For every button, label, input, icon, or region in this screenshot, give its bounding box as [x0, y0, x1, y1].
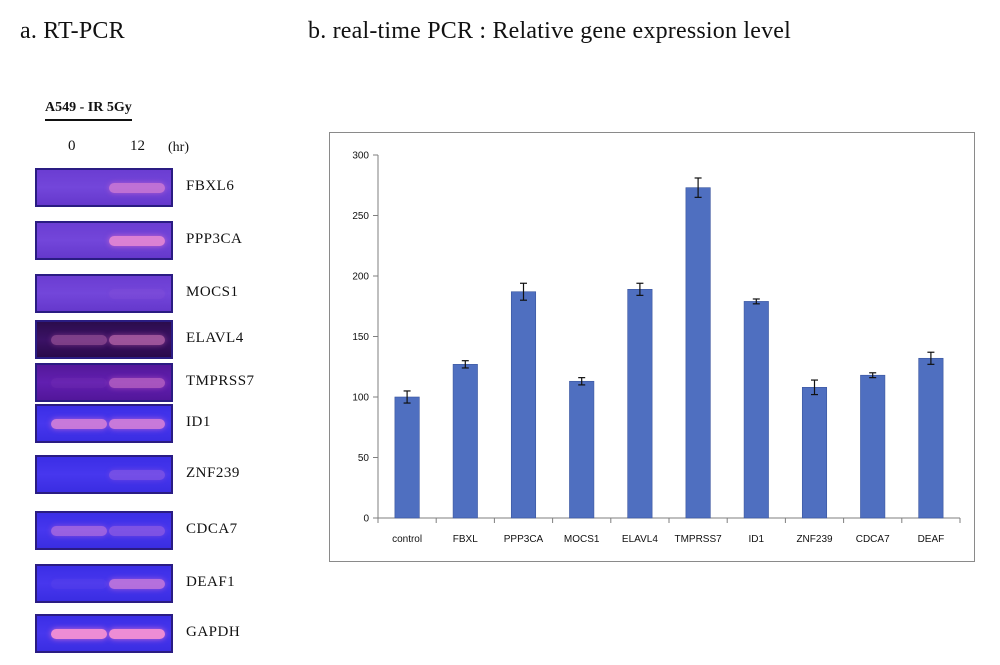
sample-label: A549 - IR 5Gy [45, 100, 132, 121]
gel-strip-gapdh [35, 614, 173, 653]
gel-band-12h [109, 526, 165, 536]
y-tick-label: 100 [352, 393, 369, 404]
gene-label-ppp3ca: PPP3CA [186, 231, 242, 248]
bar-deaf [919, 358, 943, 518]
gene-label-mocs1: MOCS1 [186, 284, 239, 301]
gel-strip-elavl4 [35, 320, 173, 359]
bar-chart-frame: 0 50 100 150 200 250 300 control FBXL PPP3CA MOCS1… [329, 132, 975, 562]
gene-label-fbxl6: FBXL6 [186, 178, 234, 195]
x-tick-label: TMPRSS7 [674, 534, 722, 545]
gel-band-12h [109, 470, 165, 480]
x-tick-label: PPP3CA [504, 534, 544, 545]
gel-band-0h [51, 335, 107, 345]
gel-band-12h [109, 236, 165, 246]
gel-band-12h [109, 335, 165, 345]
y-tick-label: 200 [352, 272, 369, 283]
y-tick-label: 0 [363, 514, 369, 525]
gel-band-0h [51, 470, 107, 480]
gel-band-12h [109, 629, 165, 639]
gene-label-gapdh: GAPDH [186, 624, 240, 641]
gel-band-12h [109, 579, 165, 589]
gel-strip-fbxl6 [35, 168, 173, 207]
gel-band-0h [51, 183, 107, 193]
gel-strip-ppp3ca [35, 221, 173, 260]
gel-strip-tmprss7 [35, 363, 173, 402]
gel-band-12h [109, 183, 165, 193]
bar-control [395, 397, 419, 518]
gel-band-0h [51, 526, 107, 536]
gel-band-12h [109, 378, 165, 388]
gel-band-12h [109, 289, 165, 299]
gene-label-deaf1: DEAF1 [186, 574, 235, 591]
bar-chart: 0 50 100 150 200 250 300 control FBXL PPP3CA MOCS1… [330, 133, 974, 561]
gel-strip-id1 [35, 404, 173, 443]
gel-strip-cdca7 [35, 511, 173, 550]
bar-id1 [744, 301, 768, 518]
y-tick-label: 50 [358, 453, 370, 464]
gene-label-elavl4: ELAVL4 [186, 330, 244, 347]
gene-label-tmprss7: TMPRSS7 [186, 373, 255, 390]
x-tick-label: DEAF [918, 534, 945, 545]
gel-band-0h [51, 629, 107, 639]
gel-strip-mocs1 [35, 274, 173, 313]
x-tick-label: ELAVL4 [622, 534, 658, 545]
gel-band-0h [51, 236, 107, 246]
x-tick-label: CDCA7 [856, 534, 890, 545]
bar-cdca7 [860, 375, 884, 518]
bar-ppp3ca [511, 292, 535, 518]
bar-fbxl [453, 364, 477, 518]
gel-band-0h [51, 579, 107, 589]
x-tick-label: ZNF239 [796, 534, 833, 545]
gene-label-znf239: ZNF239 [186, 465, 240, 482]
bar-elavl4 [628, 289, 652, 518]
time-point-12: 12 [130, 138, 145, 155]
gel-band-12h [109, 419, 165, 429]
bar-tmprss7 [686, 188, 710, 518]
y-tick-label: 300 [352, 151, 369, 162]
y-tick-label: 150 [352, 332, 369, 343]
gel-strip-znf239 [35, 455, 173, 494]
bar-mocs1 [569, 381, 593, 518]
x-tick-label: FBXL [453, 534, 478, 545]
x-tick-label: control [392, 534, 422, 545]
gel-band-0h [51, 378, 107, 388]
x-tick-label: MOCS1 [564, 534, 600, 545]
time-point-0: 0 [68, 138, 76, 155]
gel-band-0h [51, 419, 107, 429]
panel-b-title: b. real-time PCR : Relative gene express… [308, 18, 791, 45]
bar-znf239 [802, 387, 826, 518]
time-unit: (hr) [168, 140, 189, 156]
gel-band-0h [51, 289, 107, 299]
y-tick-label: 250 [352, 211, 369, 222]
x-tick-label: ID1 [749, 534, 765, 545]
gene-label-id1: ID1 [186, 414, 211, 431]
gene-label-cdca7: CDCA7 [186, 521, 238, 538]
gel-strip-deaf1 [35, 564, 173, 603]
panel-a-title: a. RT-PCR [20, 18, 125, 45]
